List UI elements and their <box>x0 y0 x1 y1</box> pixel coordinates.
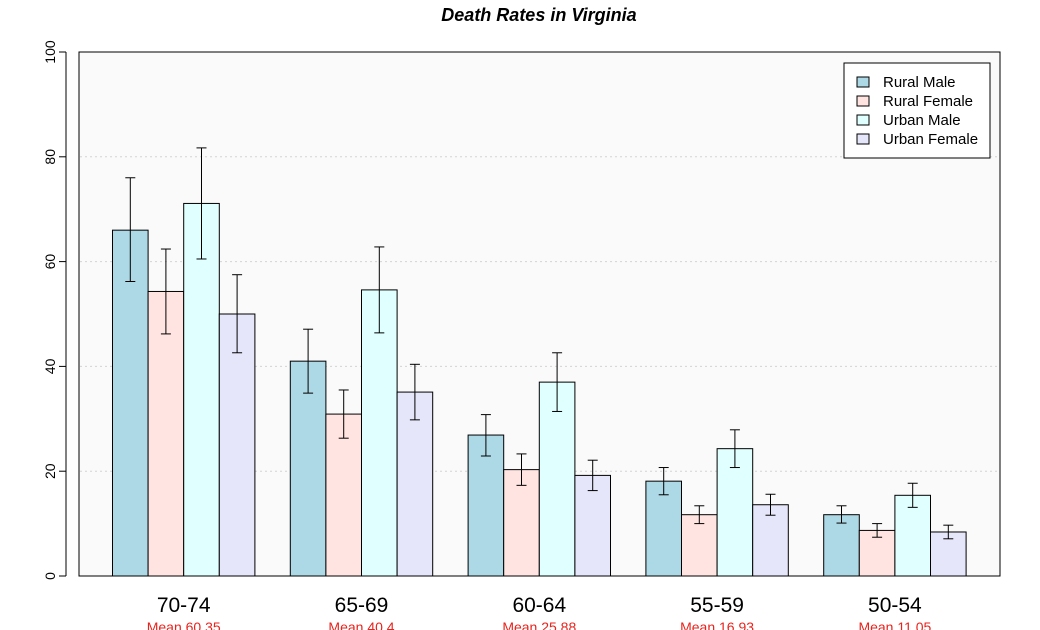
category-mean-label: Mean 40.4 <box>328 619 394 630</box>
chart-title: Death Rates in Virginia <box>441 5 636 25</box>
legend-swatch <box>856 95 870 107</box>
y-tick-label: 40 <box>42 358 58 374</box>
legend: Rural Male Rural Female Urban Male Urban Fe… <box>843 62 991 159</box>
bar-rural-female-60-64 <box>503 469 540 577</box>
bar-urban-male-50-54 <box>894 494 932 577</box>
bar-urban-female-55-59 <box>752 504 789 577</box>
y-tick-label: 80 <box>42 149 58 165</box>
legend-label: Rural Female <box>883 93 973 110</box>
category-mean-label: Mean 16.93 <box>680 619 754 630</box>
bar-rural-male-60-64 <box>467 434 505 577</box>
legend-label: Urban Female <box>883 131 978 148</box>
bars-group <box>112 202 967 577</box>
category-mean-label: Mean 11.05 <box>858 619 931 630</box>
category-label: 65-69 <box>335 594 389 617</box>
bar-rural-male-70-74 <box>112 229 149 577</box>
legend-swatch <box>856 76 870 88</box>
bar-urban-male-60-64 <box>538 381 576 577</box>
category-mean-label: Mean 25.88 <box>502 619 576 630</box>
y-tick-label: 20 <box>42 463 58 479</box>
bar-urban-male-70-74 <box>183 202 220 577</box>
bar-rural-male-55-59 <box>645 480 683 577</box>
y-tick-label: 60 <box>42 254 58 270</box>
legend-swatch <box>856 133 870 145</box>
bar-rural-male-50-54 <box>823 514 860 577</box>
legend-label: Urban Male <box>883 112 961 129</box>
category-label: 55-59 <box>690 594 744 617</box>
category-label: 70-74 <box>157 594 211 617</box>
bar-urban-female-70-74 <box>218 313 256 577</box>
bar-rural-female-50-54 <box>858 529 896 577</box>
legend-swatch <box>856 114 870 126</box>
error-bars-group <box>125 147 954 540</box>
bar-urban-male-65-69 <box>361 289 398 577</box>
x-axis-labels: 70-74 Mean 60.35 65-69 Mean 40.4 60-64 Mean 2… <box>147 594 932 630</box>
bar-rural-female-70-74 <box>147 290 185 577</box>
legend-label: Rural Male <box>883 74 956 91</box>
y-axis: 0 20 40 60 80 100 <box>42 40 67 580</box>
category-mean-label: Mean 60.35 <box>147 619 221 630</box>
y-tick-label: 0 <box>42 572 58 580</box>
category-label: 50-54 <box>868 594 922 617</box>
category-label: 60-64 <box>512 594 566 617</box>
bar-urban-female-50-54 <box>930 531 967 577</box>
y-tick-label: 100 <box>42 40 58 64</box>
